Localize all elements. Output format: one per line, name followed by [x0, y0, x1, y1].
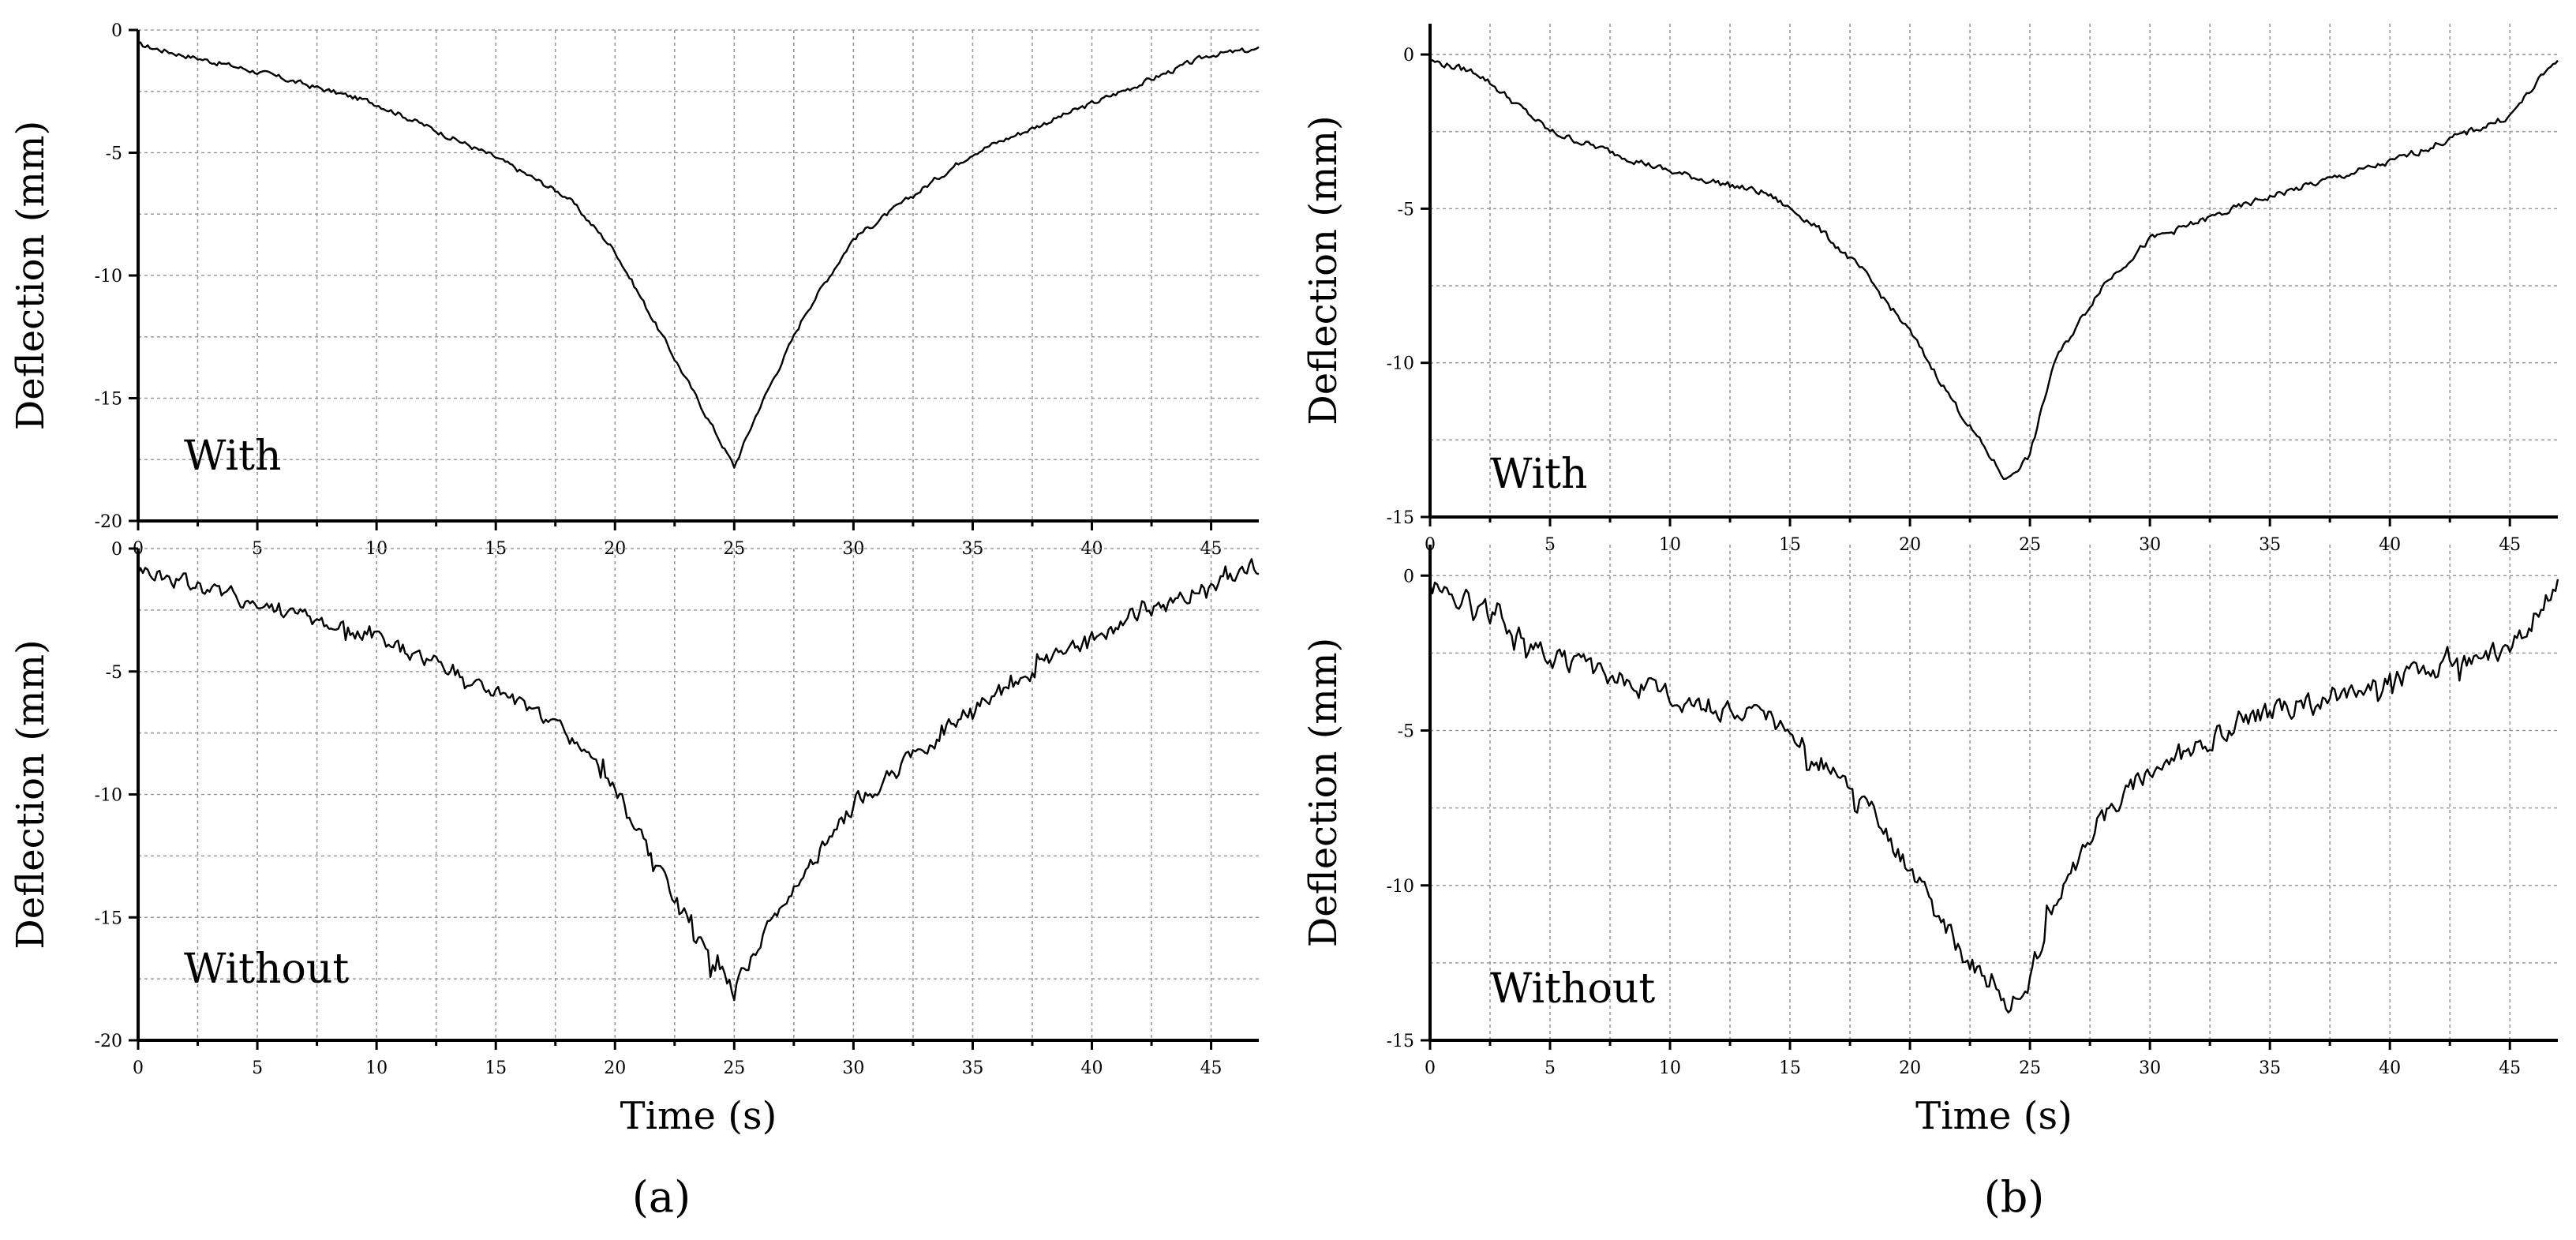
panel-a-bottom-x-tick-label: 40: [1081, 1058, 1103, 1078]
panel-a-bottom-x-tick-label: 15: [485, 1058, 507, 1078]
panel-b-bottom-x-tick-label: 40: [2379, 1058, 2401, 1078]
panel-a-bottom-x-tick-label: 10: [365, 1058, 388, 1078]
panel-a-top-y-tick-label: -15: [95, 390, 122, 410]
panel-b-bottom-y-tick-label: 0: [1403, 567, 1414, 586]
panel-a-bottom-x-tick-label: 30: [842, 1058, 864, 1078]
panel-a-bottom-y-tick-label: -10: [95, 786, 122, 806]
panel-b-bottom-chart: 0 5 10 15 20 25 30 35 40 45 0 -5 -10 -15 Deflection (m…: [1301, 545, 2559, 1138]
panel-b-bottom-y-tick-label: -5: [1398, 722, 1414, 742]
panel-b-bottom-annotation: Without: [1490, 965, 1655, 1013]
panel-a-top-y-tick-label: -5: [106, 144, 122, 164]
panel-b-bottom-x-tick-label: 20: [1899, 1058, 1921, 1078]
panel-b-bottom-x-axis-label: Time (s): [1915, 1094, 2072, 1138]
panel-b-bottom-x-tick-label: 30: [2139, 1058, 2161, 1078]
panel-a-bottom-y-tick-label: 0: [111, 540, 122, 560]
panel-b-top-annotation: With: [1490, 451, 1588, 498]
panel-a-top-y-tick-label: 0: [111, 21, 122, 41]
caption-b: (b): [1984, 1172, 2045, 1222]
panel-a-bottom-y-tick-label: -20: [95, 1032, 122, 1051]
caption-a: (a): [632, 1172, 691, 1222]
panel-b-top-series-line: [1429, 58, 2559, 480]
panel-a-bottom-chart: 0 5 10 15 20 25 30 35 40 45 0 -5 -10 -15 -20 Deflection…: [9, 540, 1260, 1138]
panel-b-bottom-y-tick-label: -15: [1387, 1032, 1414, 1051]
panel-a-bottom-y-tick-label: -5: [106, 663, 122, 683]
panel-b-bottom-series-line: [1428, 579, 2559, 1013]
panel-b-bottom-y-tick-label: -10: [1387, 877, 1414, 897]
panel-a-bottom-y-tick-label: -15: [95, 908, 122, 928]
panel-a-bottom-x-tick-label: 20: [604, 1058, 626, 1078]
panel-b-bottom-x-tick-label: 15: [1779, 1058, 1801, 1078]
panel-a-bottom-x-tick-label: 5: [252, 1058, 263, 1078]
panel-a-top-y-tick-label: -20: [95, 512, 122, 532]
panel-b-bottom-x-tick-label: 35: [2259, 1058, 2281, 1078]
panel-a-bottom-series-line: [137, 558, 1260, 1002]
panel-b-bottom-x-tick-label: 25: [2019, 1058, 2041, 1078]
panel-a-bottom-x-axis-label: Time (s): [620, 1094, 777, 1138]
panel-a-bottom-x-tick-label: 0: [133, 1058, 144, 1078]
panel-b-bottom-x-tick-label: 10: [1659, 1058, 1681, 1078]
panel-b-bottom-y-axis-label: Deflection (mm): [1301, 638, 1346, 947]
panel-a-top-series-line: [137, 41, 1260, 469]
panel-a-bottom-x-tick-label: 25: [723, 1058, 745, 1078]
panel-b-bottom-x-tick-label: 5: [1544, 1058, 1556, 1078]
panel-b-top-y-tick-label: 0: [1403, 46, 1414, 66]
panel-a-bottom-annotation: Without: [184, 946, 349, 993]
panel-b-bottom-x-tick-label: 45: [2499, 1058, 2521, 1078]
panel-a-top-y-axis-label: Deflection (mm): [9, 121, 53, 430]
panel-a-bottom-x-tick-label: 35: [961, 1058, 983, 1078]
panel-b-top-y-tick-label: -15: [1387, 508, 1414, 528]
panel-a-bottom-y-axis-label: Deflection (mm): [9, 639, 53, 949]
panel-a-top-annotation: With: [184, 433, 282, 480]
panel-b-top-y-tick-label: -5: [1398, 200, 1414, 219]
panel-b-bottom-x-tick-label: 0: [1425, 1058, 1436, 1078]
panel-b-top-y-tick-label: -10: [1387, 354, 1414, 374]
panel-b-top-y-axis-label: Deflection (mm): [1301, 115, 1346, 425]
panel-a-top-y-tick-label: -10: [95, 267, 122, 287]
panel-a-top-chart: 0510152025303540450-5-10-15-20Deflection…: [9, 21, 1260, 559]
panel-a-bottom-x-tick-label: 45: [1200, 1058, 1222, 1078]
